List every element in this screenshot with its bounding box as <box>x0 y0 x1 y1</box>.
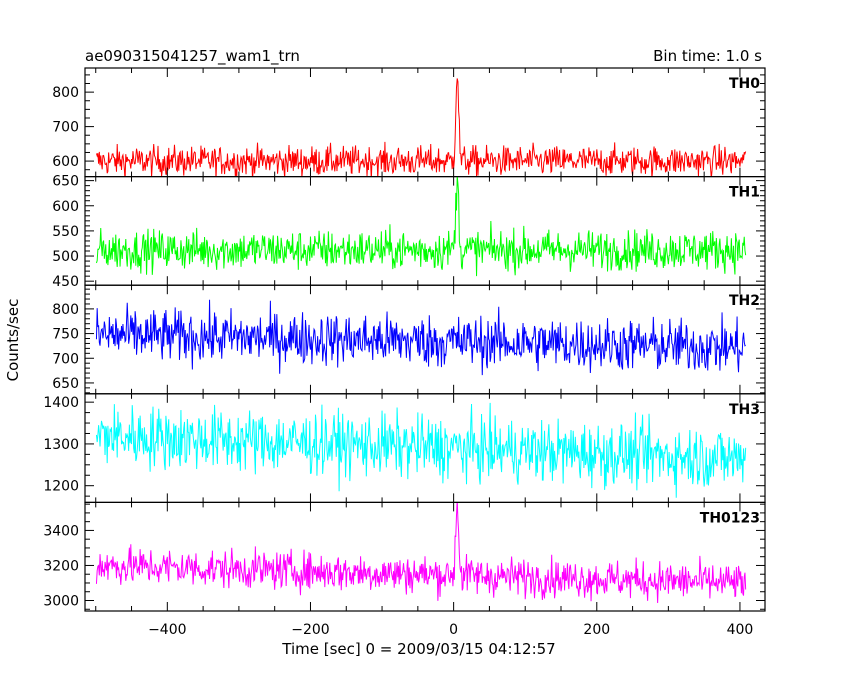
panel-th3: 1200 1300 1400 TH3 <box>43 393 766 503</box>
series-line-th0123 <box>95 502 747 604</box>
panel-th2: 650 700 750 800 TH2 <box>52 284 766 395</box>
panel-th0: 600 700 800 TH0 <box>52 67 766 178</box>
panels-group: 600 700 800 TH0 450 500 550 600 650 TH1 650 700 750 8… <box>43 67 766 612</box>
y-tick-label: 1300 <box>43 437 79 453</box>
y-tick-label: 600 <box>52 154 79 170</box>
y-tick-label: 3000 <box>43 593 79 609</box>
series-line-th1 <box>95 176 747 277</box>
y-tick-label: 650 <box>52 174 79 190</box>
chart-title: ae090315041257_wam1_trn <box>85 47 300 66</box>
series-line-th0 <box>95 78 747 177</box>
panel-th0123: 3000 3200 3400 TH0123 <box>43 501 766 612</box>
x-tick-label: −400 <box>148 622 186 638</box>
x-axis-label: Time [sec] 0 = 2009/03/15 04:12:57 <box>281 640 555 658</box>
series-line-th3 <box>95 402 747 498</box>
y-tick-label: 1400 <box>43 395 79 411</box>
x-tick-label: −200 <box>291 622 329 638</box>
y-tick-label: 3400 <box>43 523 79 539</box>
y-tick-label: 700 <box>52 351 79 367</box>
panel-label: TH2 <box>729 293 760 309</box>
y-tick-label: 800 <box>52 302 79 318</box>
y-tick-label: 450 <box>52 274 79 290</box>
y-axis-label: Counts/sec <box>4 299 22 382</box>
panel-label: TH1 <box>729 185 760 201</box>
x-tick-label: 200 <box>583 622 610 638</box>
y-tick-label: 550 <box>52 224 79 240</box>
x-tick-label: 0 <box>449 622 458 638</box>
y-tick-label: 1200 <box>43 479 79 495</box>
series-line-th2 <box>95 299 746 376</box>
bin-time-label: Bin time: 1.0 s <box>653 47 762 65</box>
y-tick-label: 600 <box>52 199 79 215</box>
panel-frame <box>84 176 766 286</box>
y-tick-label: 800 <box>52 85 79 101</box>
panel-label: TH3 <box>729 402 760 418</box>
y-tick-label: 700 <box>52 120 79 136</box>
x-tick-label: 400 <box>727 622 754 638</box>
panel-th1: 450 500 550 600 650 TH1 <box>52 174 766 290</box>
y-tick-label: 500 <box>52 249 79 265</box>
y-tick-label: 3200 <box>43 558 79 574</box>
y-tick-label: 750 <box>52 327 79 343</box>
panel-label: TH0 <box>729 76 760 92</box>
panel-label: TH0123 <box>700 510 760 526</box>
y-tick-label: 650 <box>52 376 79 392</box>
x-axis-ticks: −400 −200 0 200 400 <box>148 622 753 638</box>
